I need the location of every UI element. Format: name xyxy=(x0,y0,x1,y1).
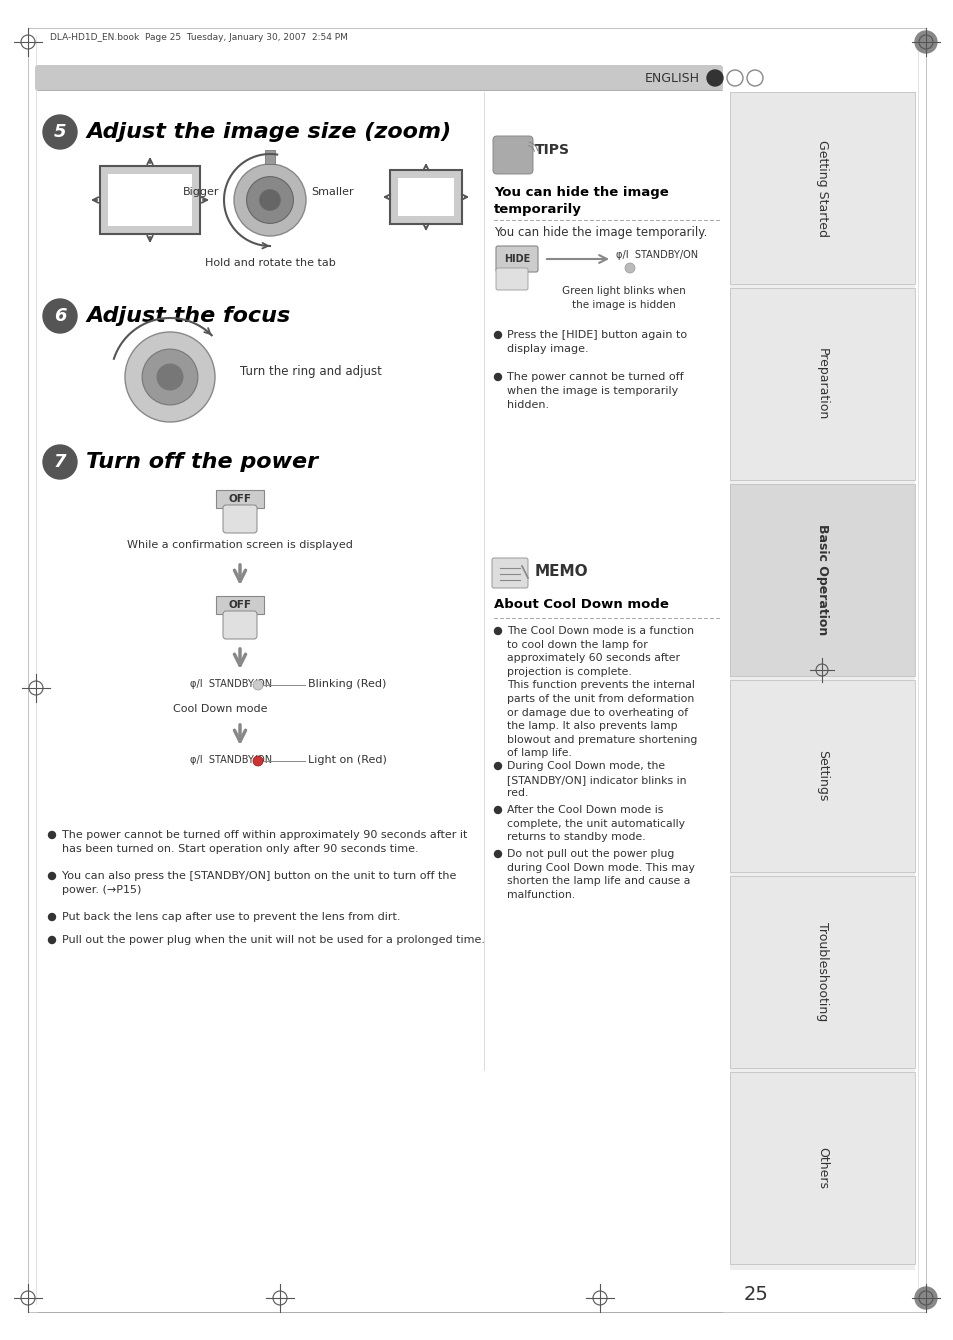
Circle shape xyxy=(43,445,77,478)
Circle shape xyxy=(624,263,635,273)
Circle shape xyxy=(233,163,306,236)
Text: Smaller: Smaller xyxy=(311,188,354,197)
Circle shape xyxy=(43,115,77,149)
Circle shape xyxy=(49,914,55,921)
FancyBboxPatch shape xyxy=(223,611,256,639)
Text: You can hide the image
temporarily: You can hide the image temporarily xyxy=(494,186,668,216)
Text: Troubleshooting: Troubleshooting xyxy=(815,922,828,1021)
Text: Pull out the power plug when the unit will not be used for a prolonged time.: Pull out the power plug when the unit wi… xyxy=(62,935,484,945)
Text: 7: 7 xyxy=(53,453,66,470)
Bar xyxy=(729,679,914,872)
Text: You can also press the [STANDBY/ON] button on the unit to turn off the
power. (→: You can also press the [STANDBY/ON] butt… xyxy=(62,871,456,895)
Text: 5: 5 xyxy=(53,123,66,141)
Text: DLA-HD1D_EN.book  Page 25  Tuesday, January 30, 2007  2:54 PM: DLA-HD1D_EN.book Page 25 Tuesday, Januar… xyxy=(50,34,348,43)
Circle shape xyxy=(142,350,197,405)
Circle shape xyxy=(253,756,263,766)
Bar xyxy=(108,174,192,226)
Text: OFF: OFF xyxy=(229,494,252,504)
Text: Blinking (Red): Blinking (Red) xyxy=(308,679,386,689)
Circle shape xyxy=(156,363,183,390)
Circle shape xyxy=(494,331,501,339)
Circle shape xyxy=(494,627,501,635)
Circle shape xyxy=(706,70,722,86)
Text: Do not pull out the power plug
during Cool Down mode. This may
shorten the lamp : Do not pull out the power plug during Co… xyxy=(506,850,694,899)
Text: ENGLISH: ENGLISH xyxy=(644,71,700,84)
Bar xyxy=(729,92,914,1270)
Text: OFF: OFF xyxy=(229,600,252,610)
Text: The Cool Down mode is a function
to cool down the lamp for
approximately 60 seco: The Cool Down mode is a function to cool… xyxy=(506,626,697,758)
Circle shape xyxy=(49,832,55,839)
Circle shape xyxy=(49,872,55,879)
Bar xyxy=(390,170,461,224)
Circle shape xyxy=(259,189,280,210)
Text: Bigger: Bigger xyxy=(182,188,219,197)
Circle shape xyxy=(746,70,762,86)
Circle shape xyxy=(253,679,263,690)
Bar xyxy=(729,288,914,480)
FancyBboxPatch shape xyxy=(493,135,533,174)
Circle shape xyxy=(494,762,501,769)
Bar xyxy=(397,178,454,216)
Text: Put back the lens cap after use to prevent the lens from dirt.: Put back the lens cap after use to preve… xyxy=(62,913,400,922)
Text: The power cannot be turned off
when the image is temporarily
hidden.: The power cannot be turned off when the … xyxy=(506,373,683,410)
Text: Cool Down mode: Cool Down mode xyxy=(172,704,267,714)
Text: 6: 6 xyxy=(53,307,66,326)
Bar xyxy=(729,876,914,1068)
Text: Others: Others xyxy=(815,1147,828,1189)
Text: 25: 25 xyxy=(743,1285,768,1305)
Text: During Cool Down mode, the
[STANDBY/ON] indicator blinks in
red.: During Cool Down mode, the [STANDBY/ON] … xyxy=(506,761,686,799)
Text: Press the [HIDE] button again to
display image.: Press the [HIDE] button again to display… xyxy=(506,330,686,354)
Text: While a confirmation screen is displayed: While a confirmation screen is displayed xyxy=(127,540,353,549)
Circle shape xyxy=(494,374,501,381)
FancyBboxPatch shape xyxy=(496,268,527,289)
Text: Light on (Red): Light on (Red) xyxy=(308,754,387,765)
Text: Turn the ring and adjust: Turn the ring and adjust xyxy=(240,366,381,378)
Text: Adjust the focus: Adjust the focus xyxy=(86,306,290,326)
Text: Turn off the power: Turn off the power xyxy=(86,452,317,472)
Text: MEMO: MEMO xyxy=(535,564,588,579)
Text: Basic Operation: Basic Operation xyxy=(815,524,828,635)
Circle shape xyxy=(494,807,501,813)
Circle shape xyxy=(43,299,77,334)
Text: After the Cool Down mode is
complete, the unit automatically
returns to standby : After the Cool Down mode is complete, th… xyxy=(506,805,684,843)
Bar xyxy=(265,150,274,163)
Text: φ/I  STANDBY/ON: φ/I STANDBY/ON xyxy=(190,754,272,765)
FancyBboxPatch shape xyxy=(496,247,537,272)
Text: φ/I  STANDBY/ON: φ/I STANDBY/ON xyxy=(616,251,698,260)
Circle shape xyxy=(494,851,501,858)
Text: Hold and rotate the tab: Hold and rotate the tab xyxy=(204,259,335,268)
Circle shape xyxy=(125,332,214,422)
Text: Adjust the image size (zoom): Adjust the image size (zoom) xyxy=(86,122,451,142)
Circle shape xyxy=(914,31,936,54)
Text: About Cool Down mode: About Cool Down mode xyxy=(494,598,668,611)
Text: φ/I  STANDBY/ON: φ/I STANDBY/ON xyxy=(190,679,272,689)
Text: Green light blinks when
the image is hidden: Green light blinks when the image is hid… xyxy=(561,285,685,310)
Text: Settings: Settings xyxy=(815,750,828,801)
Circle shape xyxy=(726,70,742,86)
Bar xyxy=(100,166,200,234)
Text: You can hide the image temporarily.: You can hide the image temporarily. xyxy=(494,226,706,239)
Bar xyxy=(215,490,264,508)
Text: The power cannot be turned off within approximately 90 seconds after it
has been: The power cannot be turned off within ap… xyxy=(62,829,467,854)
Bar xyxy=(729,1072,914,1264)
FancyBboxPatch shape xyxy=(223,505,256,533)
Circle shape xyxy=(914,1286,936,1309)
Text: HIDE: HIDE xyxy=(503,255,530,264)
Text: Getting Started: Getting Started xyxy=(815,139,828,236)
Bar xyxy=(729,92,914,284)
FancyBboxPatch shape xyxy=(492,557,527,588)
Circle shape xyxy=(246,177,294,224)
Text: Preparation: Preparation xyxy=(815,348,828,421)
FancyBboxPatch shape xyxy=(35,66,722,91)
Bar xyxy=(215,596,264,614)
Circle shape xyxy=(49,937,55,943)
Bar xyxy=(729,484,914,675)
Text: TIPS: TIPS xyxy=(535,143,569,157)
